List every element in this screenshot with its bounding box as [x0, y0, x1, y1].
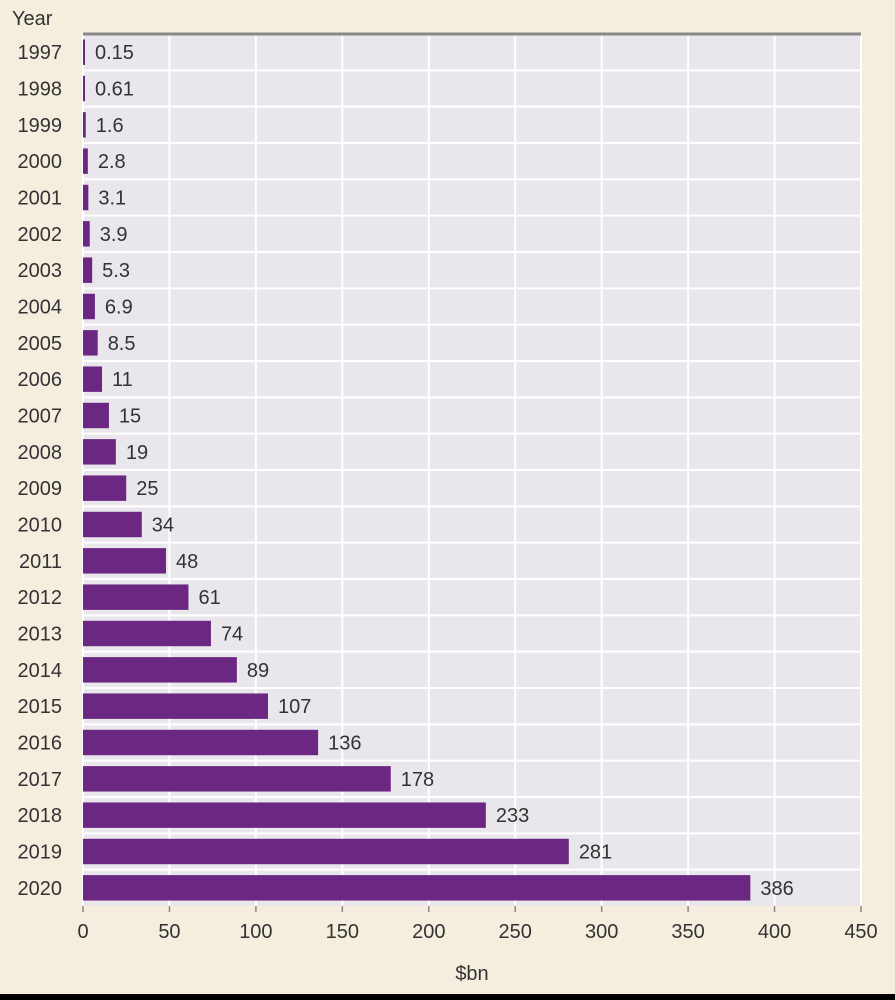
value-label-1998: 0.61	[95, 79, 134, 101]
x-tick-label-350: 350	[671, 921, 704, 943]
x-axis-title: $bn	[455, 963, 488, 985]
x-tick-labels: 0 50 100 150 200 250 300 350 400 450	[77, 906, 878, 943]
value-label-2005: 8.5	[108, 333, 136, 355]
value-label-2013: 74	[221, 624, 243, 646]
bar-2019	[83, 838, 569, 865]
value-label-2006: 11	[112, 369, 133, 391]
grid-lines	[82, 34, 862, 906]
bar-2009	[83, 475, 127, 501]
bar-2016	[83, 729, 319, 756]
y-tick-label-2005: 2005	[18, 333, 63, 355]
value-label-1997: 0.15	[95, 42, 134, 64]
bar-2015	[83, 693, 268, 719]
value-label-2001: 3.1	[98, 188, 126, 210]
bar-2006	[83, 366, 103, 392]
value-label-2020: 386	[760, 878, 793, 900]
bottom-border	[0, 994, 895, 1000]
value-label-2019: 281	[579, 842, 612, 864]
value-label-1999: 1.6	[96, 115, 124, 137]
value-label-2000: 2.8	[98, 151, 126, 173]
x-tick-label-250: 250	[499, 921, 532, 943]
value-labels: 0.15 0.61 1.6 2.8 3.1 3.9 5.3 6.9 8.5 11 15 19 25 344…	[95, 42, 794, 900]
y-tick-label-2012: 2012	[18, 587, 63, 609]
bar-2007	[83, 402, 109, 429]
bar-2001	[83, 184, 89, 211]
bar-2010	[83, 511, 142, 538]
value-label-2018: 233	[496, 805, 529, 827]
value-label-2011: 48	[176, 551, 198, 573]
bar-1999	[83, 112, 86, 138]
bar-2002	[83, 221, 90, 247]
y-tick-label-2006: 2006	[18, 369, 63, 391]
x-tick-label-450: 450	[844, 921, 877, 943]
bar-1998	[83, 75, 85, 102]
y-tick-label-1999: 1999	[18, 115, 63, 137]
value-label-2004: 6.9	[105, 297, 133, 319]
bar-2005	[83, 330, 98, 356]
value-label-2010: 34	[152, 515, 174, 537]
y-tick-label-2020: 2020	[18, 878, 63, 900]
y-tick-label-2016: 2016	[18, 733, 63, 755]
value-label-2009: 25	[136, 478, 158, 500]
y-tick-label-2017: 2017	[18, 769, 63, 791]
y-tick-label-2001: 2001	[18, 188, 63, 210]
y-tick-label-2007: 2007	[18, 406, 63, 428]
y-tick-label-1998: 1998	[18, 79, 63, 101]
y-tick-label-2018: 2018	[18, 805, 63, 827]
bars	[83, 39, 751, 901]
y-tick-label-2002: 2002	[18, 224, 63, 246]
y-tick-labels: 1997 1998 1999 2000 2001 2002 2003 2004 2005 2006…	[18, 42, 63, 900]
x-tick-label-300: 300	[585, 921, 618, 943]
bar-2011	[83, 548, 166, 574]
value-label-2007: 15	[119, 406, 141, 428]
value-label-2003: 5.3	[102, 260, 130, 282]
x-tick-label-0: 0	[77, 921, 88, 943]
bar-2017	[83, 766, 391, 792]
x-tick-label-150: 150	[326, 921, 359, 943]
y-tick-label-2013: 2013	[18, 624, 63, 646]
y-tick-label-2003: 2003	[18, 260, 63, 282]
y-tick-label-2014: 2014	[18, 660, 63, 682]
bar-2013	[83, 620, 211, 647]
x-tick-label-200: 200	[412, 921, 445, 943]
bar-2018	[83, 802, 486, 828]
y-tick-label-2010: 2010	[18, 515, 63, 537]
value-label-2015: 107	[278, 696, 311, 718]
y-tick-label-2019: 2019	[18, 842, 63, 864]
x-tick-label-400: 400	[758, 921, 791, 943]
y-axis-title: Year	[12, 8, 53, 30]
x-tick-label-50: 50	[158, 921, 180, 943]
y-tick-label-2009: 2009	[18, 478, 63, 500]
y-tick-label-2000: 2000	[18, 151, 63, 173]
y-tick-label-2015: 2015	[18, 696, 63, 718]
bar-1997	[83, 39, 85, 65]
bar-2012	[83, 584, 189, 610]
x-tick-label-100: 100	[239, 921, 272, 943]
bar-2003	[83, 257, 93, 283]
value-label-2014: 89	[247, 660, 269, 682]
value-label-2008: 19	[126, 442, 148, 464]
value-label-2016: 136	[328, 733, 361, 755]
value-label-2002: 3.9	[100, 224, 128, 246]
bar-2008	[83, 439, 116, 465]
bar-2004	[83, 293, 95, 320]
bar-2020	[83, 875, 751, 901]
bar-2000	[83, 148, 88, 174]
y-tick-label-1997: 1997	[18, 42, 63, 64]
value-label-2017: 178	[401, 769, 434, 791]
value-label-2012: 61	[198, 587, 220, 609]
y-tick-label-2011: 2011	[19, 551, 62, 573]
y-tick-label-2008: 2008	[18, 442, 63, 464]
bar-2014	[83, 657, 237, 683]
y-tick-label-2004: 2004	[18, 297, 63, 319]
